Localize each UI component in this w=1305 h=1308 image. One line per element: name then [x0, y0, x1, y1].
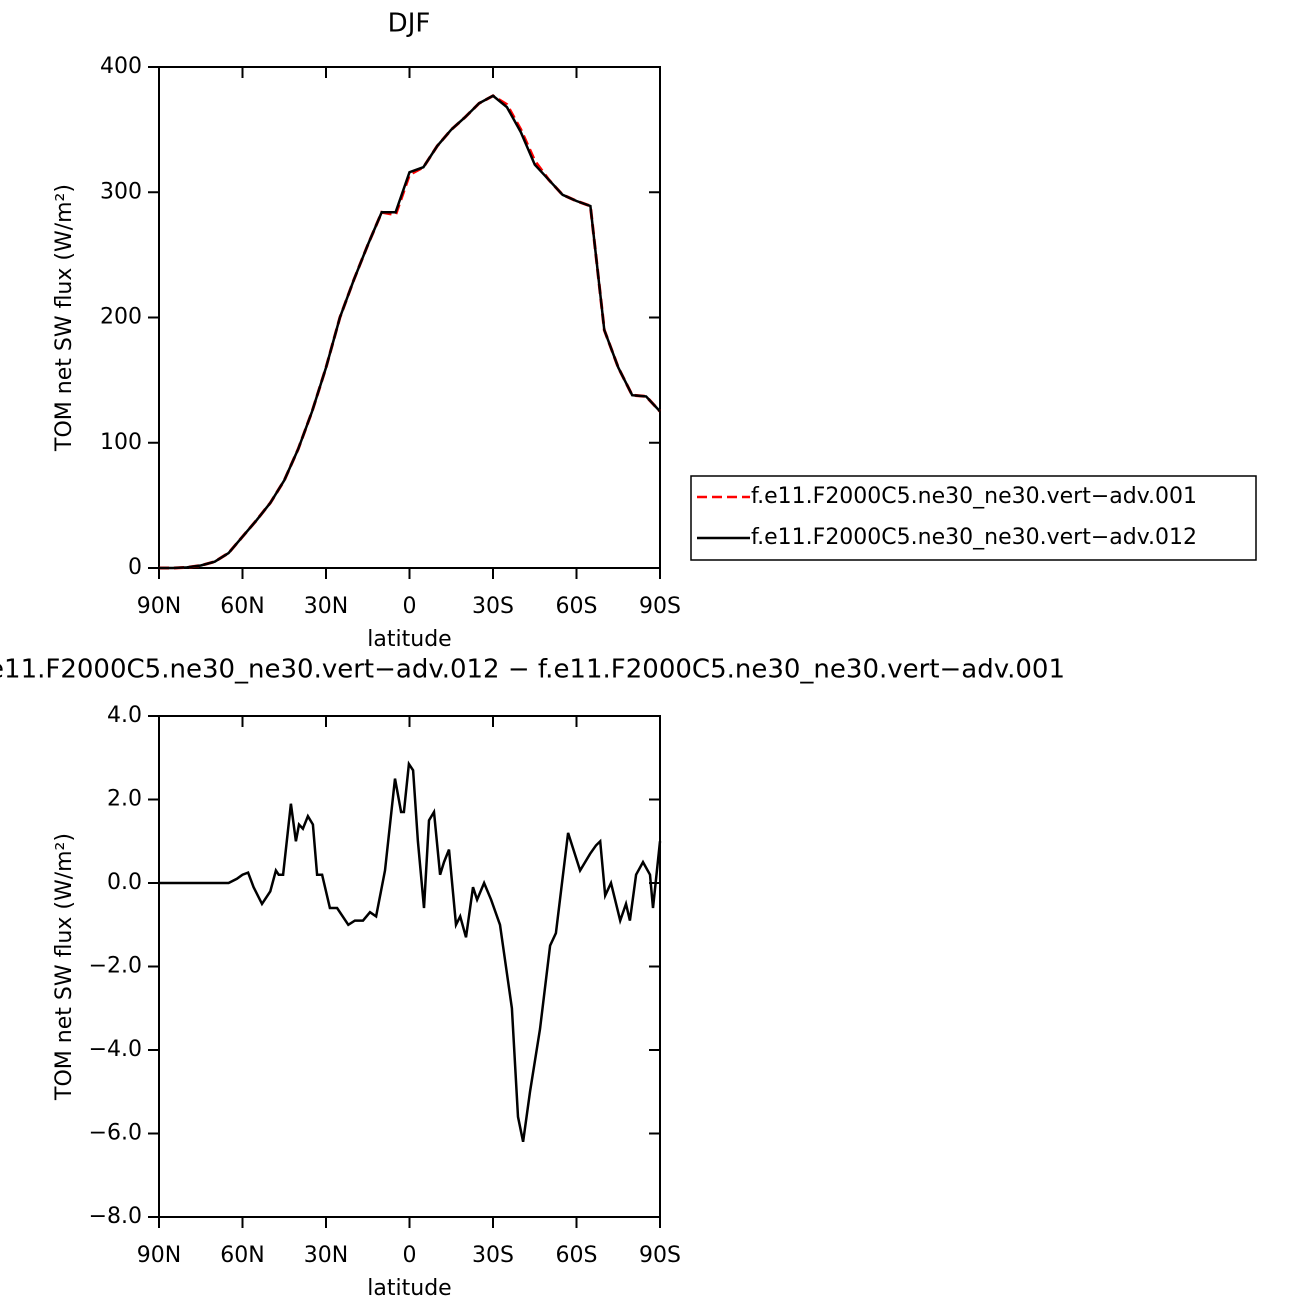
plot-frame [158, 66, 661, 569]
chart-title: f.e11.F2000C5.ne30_ne30.vert−adv.012 − f… [0, 655, 1065, 685]
x-tick-label: 60S [556, 594, 598, 619]
x-tick-label: 60N [220, 594, 264, 619]
y-axis-label: TOM net SW flux (W/m²) [52, 184, 77, 452]
plot-frame [158, 715, 661, 1218]
y-tick-label: 2.0 [107, 787, 142, 812]
data-line [159, 94, 661, 570]
x-tick-label: 90S [639, 1243, 681, 1268]
data-line [159, 94, 662, 570]
x-tick-label: 0 [403, 594, 417, 619]
x-axis-label: latitude [367, 627, 451, 652]
y-tick-label: 0 [128, 555, 142, 580]
legend-label: f.e11.F2000C5.ne30_ne30.vert−adv.012 [751, 525, 1197, 550]
y-tick-label: 200 [100, 305, 142, 330]
y-tick-label: 300 [100, 179, 142, 204]
x-tick-label: 30N [304, 1243, 348, 1268]
y-tick-label: −4.0 [89, 1037, 142, 1062]
x-tick-label: 30S [472, 594, 514, 619]
x-axis-label: latitude [367, 1276, 451, 1301]
y-tick-label: −2.0 [89, 954, 142, 979]
y-tick-label: −6.0 [89, 1121, 142, 1146]
y-tick-label: −8.0 [89, 1204, 142, 1229]
y-tick-label: 100 [100, 430, 142, 455]
x-tick-label: 90N [137, 1243, 181, 1268]
legend-box [690, 475, 1257, 561]
x-tick-label: 60S [556, 1243, 598, 1268]
x-tick-label: 0 [403, 1243, 417, 1268]
data-line [159, 760, 662, 1143]
x-tick-label: 60N [220, 1243, 264, 1268]
chart-title: DJF [388, 9, 431, 39]
legend-label: f.e11.F2000C5.ne30_ne30.vert−adv.001 [751, 484, 1197, 509]
x-tick-label: 30N [304, 594, 348, 619]
y-tick-label: 0.0 [107, 870, 142, 895]
x-tick-label: 90N [137, 594, 181, 619]
x-tick-label: 30S [472, 1243, 514, 1268]
x-tick-label: 90S [639, 594, 681, 619]
y-tick-label: 400 [100, 54, 142, 79]
y-axis-label: TOM net SW flux (W/m²) [52, 833, 77, 1101]
y-tick-label: 4.0 [107, 703, 142, 728]
